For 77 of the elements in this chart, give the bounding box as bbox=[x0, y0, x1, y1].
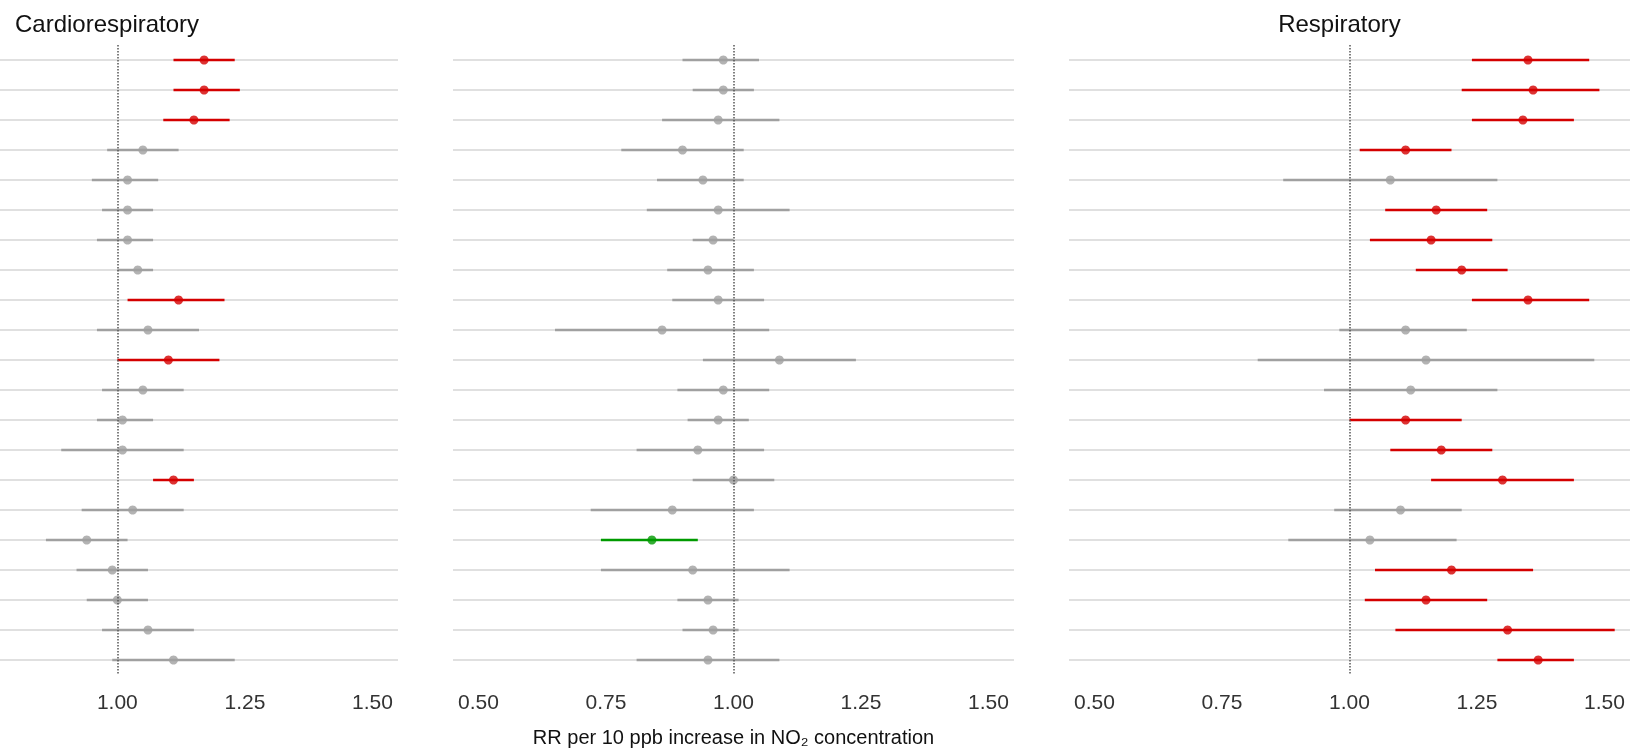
point bbox=[1396, 505, 1405, 515]
point bbox=[1498, 475, 1507, 485]
point bbox=[1518, 115, 1528, 125]
point bbox=[117, 445, 127, 455]
point bbox=[713, 295, 723, 305]
chart-title: Respiratory bbox=[1278, 9, 1401, 37]
point bbox=[667, 505, 677, 515]
point bbox=[1365, 535, 1375, 545]
point bbox=[718, 85, 728, 95]
x-tick-label: 1.50 bbox=[1584, 690, 1625, 713]
point bbox=[688, 565, 698, 575]
point bbox=[703, 265, 713, 275]
chart-title: Cardiorespiratory bbox=[15, 9, 200, 37]
point bbox=[199, 85, 209, 95]
point bbox=[107, 565, 117, 575]
point bbox=[678, 145, 687, 155]
point bbox=[713, 415, 723, 425]
point bbox=[1436, 445, 1446, 455]
point bbox=[1385, 175, 1395, 185]
point bbox=[133, 265, 143, 275]
point bbox=[169, 655, 178, 665]
x-tick-label: 1.00 bbox=[713, 690, 754, 713]
point bbox=[708, 235, 718, 245]
point bbox=[138, 385, 148, 395]
point bbox=[1421, 355, 1431, 365]
x-tick-label: 1.25 bbox=[840, 690, 882, 713]
x-tick-label: 1.00 bbox=[96, 690, 138, 713]
point bbox=[1533, 655, 1543, 665]
x-tick-label: 0.75 bbox=[1201, 690, 1243, 713]
point bbox=[1401, 325, 1411, 335]
point bbox=[123, 235, 133, 245]
x-tick-label: 0.50 bbox=[1074, 690, 1115, 713]
point bbox=[718, 55, 728, 65]
point bbox=[199, 55, 209, 65]
point bbox=[189, 115, 199, 125]
x-tick-label: 1.00 bbox=[1329, 690, 1370, 713]
point bbox=[1426, 235, 1436, 245]
point bbox=[708, 625, 718, 635]
point bbox=[698, 175, 708, 185]
x-tick-label: 1.25 bbox=[224, 690, 266, 713]
point bbox=[128, 505, 138, 515]
point bbox=[1523, 295, 1533, 305]
point bbox=[163, 355, 173, 365]
point bbox=[1447, 565, 1456, 575]
point bbox=[1523, 55, 1533, 65]
point bbox=[123, 205, 133, 215]
point bbox=[713, 205, 723, 215]
point bbox=[1401, 415, 1411, 425]
point bbox=[1528, 85, 1538, 95]
point bbox=[174, 295, 184, 305]
point bbox=[703, 655, 713, 665]
x-tick-label: 0.50 bbox=[458, 690, 499, 713]
point bbox=[1401, 145, 1411, 155]
point bbox=[703, 595, 713, 605]
point bbox=[1503, 625, 1513, 635]
point bbox=[123, 175, 133, 185]
x-tick-label: 0.75 bbox=[585, 690, 627, 713]
point bbox=[647, 535, 657, 545]
x-tick-label: 1.50 bbox=[352, 690, 393, 713]
point bbox=[82, 535, 92, 545]
point bbox=[143, 325, 153, 335]
point bbox=[1406, 385, 1416, 395]
x-axis-title: RR per 10 ppb increase in NO₂ concentration bbox=[532, 726, 935, 748]
point bbox=[774, 355, 784, 365]
point bbox=[169, 475, 178, 485]
point bbox=[718, 385, 728, 395]
point bbox=[693, 445, 703, 455]
point bbox=[143, 625, 153, 635]
point bbox=[117, 415, 127, 425]
point bbox=[657, 325, 667, 335]
point bbox=[1431, 205, 1441, 215]
point bbox=[138, 145, 148, 155]
x-tick-label: 1.25 bbox=[1456, 690, 1498, 713]
x-tick-label: 1.50 bbox=[968, 690, 1009, 713]
point bbox=[1457, 265, 1467, 275]
point bbox=[1421, 595, 1431, 605]
point bbox=[713, 115, 723, 125]
